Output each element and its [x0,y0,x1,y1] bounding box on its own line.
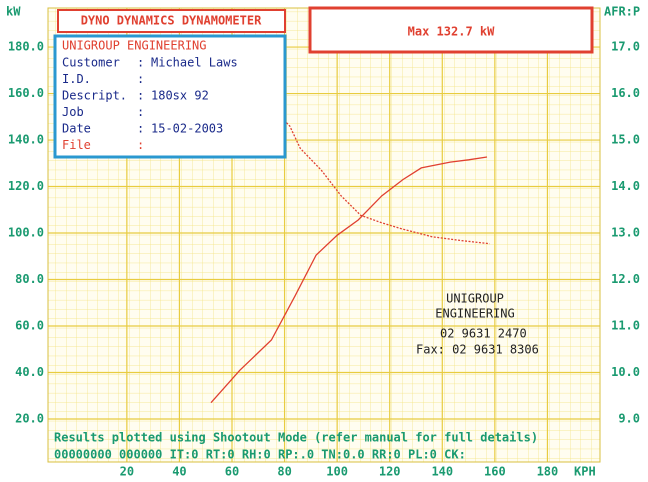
y2-tick-label: 9.0 [618,411,640,425]
y-tick-label: 120.0 [8,179,44,193]
y-tick-label: 80.0 [15,272,44,286]
info-colon: : [137,105,144,119]
info-company: UNIGROUP ENGINEERING [62,39,207,53]
y-tick-label: 160.0 [8,86,44,100]
y2-tick-label: 11.0 [611,319,640,333]
series-line [210,156,488,404]
footer-2: 00000000 000000 IT:0 RT:0 RH:0 RP:.0 TN:… [54,448,466,462]
y-label: kW [6,5,21,19]
info-field: Descript. [62,89,127,103]
info-field: Customer [62,56,120,70]
info-colon: : [137,138,144,152]
footer-1: Results plotted using Shootout Mode (ref… [54,431,538,445]
info-value: 180sx 92 [151,89,209,103]
y2-tick-label: 14.0 [611,179,640,193]
x-tick-label: 40 [172,465,186,479]
info-colon: : [137,122,144,136]
x-tick-label: 120 [379,465,401,479]
y2-tick-label: 15.0 [611,133,640,147]
x-tick-label: 60 [225,465,239,479]
y2-tick-label: 10.0 [611,365,640,379]
y2-tick-label: 17.0 [611,40,640,54]
max-box [308,6,594,54]
y-tick-label: 140.0 [8,133,44,147]
x-tick-label: 80 [277,465,291,479]
info-value: Michael Laws [151,56,238,70]
info-value: 15-02-2003 [151,122,223,136]
info-field: File [62,138,91,152]
x-tick-label: 140 [431,465,453,479]
title: DYNO DYNAMICS DYNAMOMETER [81,14,262,28]
title-box [57,9,286,33]
info-colon: : [137,72,144,86]
x-label: KPH [574,465,596,479]
x-tick-label: 180 [537,465,559,479]
y-tick-label: 40.0 [15,365,44,379]
y2-tick-label: 12.0 [611,272,640,286]
stamp-text: 02 9631 2470 [440,327,527,341]
y-tick-label: 20.0 [15,411,44,425]
y-tick-label: 100.0 [8,226,44,240]
y-tick-label: 60.0 [15,319,44,333]
info-colon: : [137,56,144,70]
stamp-text: ENGINEERING [435,307,514,321]
stamp-text: Fax: 02 9631 8306 [416,343,539,357]
max-power: Max 132.7 kW [408,25,495,39]
info-field: I.D. [62,72,91,86]
y2-label: AFR:P [604,5,640,19]
y2-tick-label: 13.0 [611,226,640,240]
x-tick-label: 100 [326,465,348,479]
stamp-text: UNIGROUP [446,292,504,306]
x-tick-label: 20 [120,465,134,479]
y-tick-label: 180.0 [8,40,44,54]
info-colon: : [137,89,144,103]
info-box [53,34,287,159]
y2-tick-label: 16.0 [611,86,640,100]
info-field: Date [62,122,91,136]
info-field: Job [62,105,84,119]
x-tick-label: 160 [484,465,506,479]
